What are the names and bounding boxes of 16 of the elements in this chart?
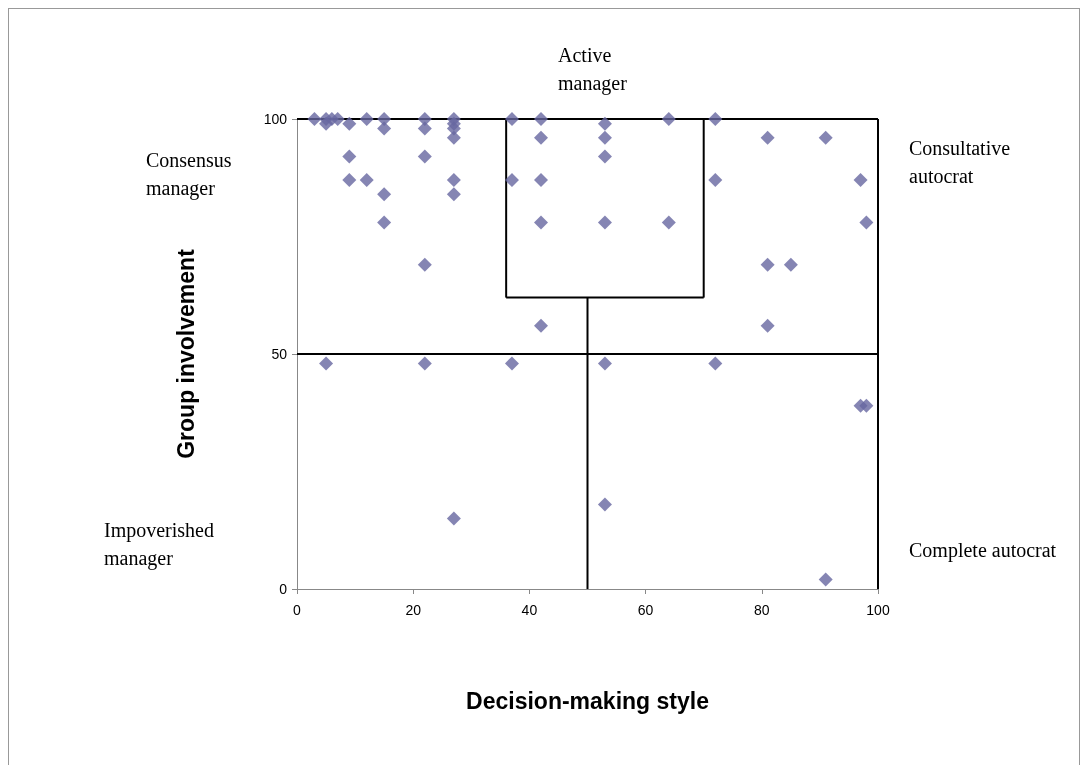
x-tick-label: 40 <box>521 602 538 618</box>
y-axis-title: Group involvement <box>172 248 199 459</box>
text: Consensus manager <box>146 149 237 200</box>
x-tick-label: 0 <box>293 602 302 618</box>
y-tick-label: 100 <box>263 111 288 127</box>
x-axis-title: Decision-making style <box>466 687 709 714</box>
x-tick-label: 80 <box>754 602 770 618</box>
text: Consultative autocrat <box>909 137 1016 187</box>
text: Impoverished manager <box>104 519 219 570</box>
y-tick-label: 50 <box>271 346 288 362</box>
x-tick-label: 20 <box>405 602 422 618</box>
x-tick-label: 100 <box>866 602 890 618</box>
text: Complete autocrat <box>909 539 1057 562</box>
y-tick-label: 0 <box>279 581 288 597</box>
text: Active manager <box>558 44 628 95</box>
x-tick-label: 60 <box>637 602 654 618</box>
